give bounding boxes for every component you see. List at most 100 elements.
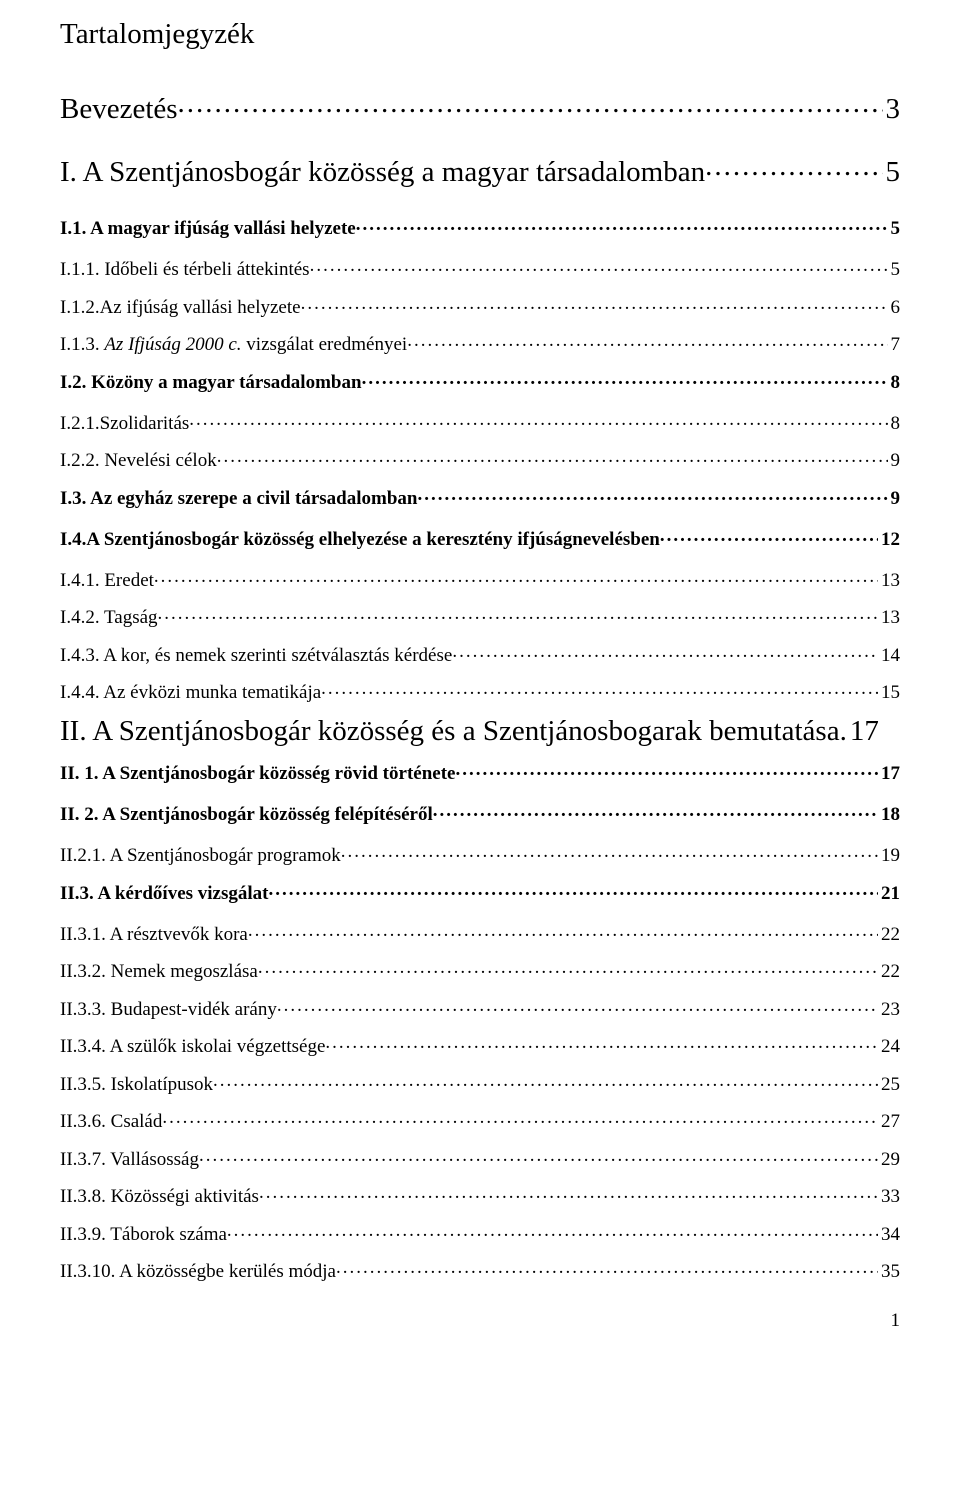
toc-body: Bevezetés3I. A Szentjánosbogár közösség … [60, 89, 900, 1281]
toc-entry: I.1.1. Időbeli és térbeli áttekintés 5 [60, 256, 900, 279]
dot-leader [248, 921, 878, 940]
toc-entry: II. 2. A Szentjánosbogár közösség felépí… [60, 801, 900, 824]
toc-entry: II.3.4. A szülők iskolai végzettsége 24 [60, 1033, 900, 1056]
toc-entry: I.4.1. Eredet 13 [60, 567, 900, 590]
dot-leader [217, 447, 888, 466]
toc-entry-page: 34 [878, 1225, 900, 1244]
dot-leader [310, 256, 888, 275]
dot-leader [154, 567, 878, 586]
toc-entry-page: 29 [878, 1150, 900, 1169]
toc-entry-label: I.4.4. Az évközi munka tematikája [60, 683, 321, 702]
dot-leader [213, 1071, 878, 1090]
toc-entry: I.1.3. Az Ifjúság 2000 c. vizsgálat ered… [60, 331, 900, 354]
toc-entry-label: I.2.1.Szolidaritás [60, 414, 189, 433]
toc-entry-label: II.3.3. Budapest-vidék arány [60, 1000, 277, 1019]
toc-entry-label: I.4.3. A kor, és nemek szerinti szétvála… [60, 646, 452, 665]
dot-leader [178, 89, 883, 118]
dot-leader [417, 485, 887, 504]
dot-leader [158, 604, 878, 623]
toc-entry: I.1. A magyar ifjúság vallási helyzete 5 [60, 215, 900, 238]
toc-entry-label: II.3.2. Nemek megoszlása [60, 962, 258, 981]
dot-leader [356, 215, 888, 234]
toc-entry-page: 5 [888, 219, 901, 238]
toc-entry-page: 7 [888, 335, 901, 354]
toc-entry-page: 17 [878, 764, 900, 783]
toc-entry-label: I.2.2. Nevelési célok [60, 451, 217, 470]
toc-entry-page: 25 [878, 1075, 900, 1094]
toc-entry-page: 6 [888, 298, 901, 317]
toc-entry-page: 18 [878, 805, 900, 824]
toc-entry: II.3.9. Táborok száma 34 [60, 1221, 900, 1244]
toc-entry: II.3.1. A résztvevők kora22 [60, 921, 900, 944]
dot-leader [325, 1033, 878, 1052]
toc-entry: II.3. A kérdőíves vizsgálat 21 [60, 880, 900, 903]
toc-title: Tartalomjegyzék [60, 20, 900, 49]
toc-entry: II. A Szentjánosbogár közösség és a Szen… [60, 717, 900, 746]
toc-entry-label: I.1.3. Az Ifjúság 2000 c. vizsgálat ered… [60, 335, 407, 354]
toc-entry: I.2. Közöny a magyar társadalomban8 [60, 369, 900, 392]
toc-entry-page: 8 [888, 414, 901, 433]
dot-leader [336, 1258, 878, 1277]
toc-entry-label: I.1.2.Az ifjúság vallási helyzete [60, 298, 301, 317]
toc-entry: II.3.2. Nemek megoszlása 22 [60, 958, 900, 981]
toc-entry: I.4.3. A kor, és nemek szerinti szétvála… [60, 642, 900, 665]
toc-entry: I.2.1.Szolidaritás 8 [60, 410, 900, 433]
toc-entry-label: I.4.1. Eredet [60, 571, 154, 590]
dot-leader [258, 958, 878, 977]
toc-entry-label: II.2.1. A Szentjánosbogár programok [60, 846, 341, 865]
toc-entry-page: 19 [878, 846, 900, 865]
toc-entry-label: II. A Szentjánosbogár közösség és a Szen… [60, 717, 840, 746]
toc-entry: II.3.7. Vallásosság 29 [60, 1146, 900, 1169]
toc-entry: II.3.6. Család27 [60, 1108, 900, 1131]
toc-separator: . [840, 717, 847, 746]
toc-entry-label: II. 1. A Szentjánosbogár közösség rövid … [60, 764, 455, 783]
toc-entry: I.3. Az egyház szerepe a civil társadalo… [60, 485, 900, 508]
toc-entry-label: II.3.8. Közösségi aktivitás [60, 1187, 259, 1206]
toc-entry-page: 8 [888, 373, 901, 392]
dot-leader [455, 760, 878, 779]
toc-entry-label: Bevezetés [60, 95, 178, 124]
toc-entry-page: 21 [878, 884, 900, 903]
toc-entry: II.3.3. Budapest-vidék arány 23 [60, 996, 900, 1019]
toc-entry: I.4.4. Az évközi munka tematikája 15 [60, 679, 900, 702]
toc-entry-label: I.1.1. Időbeli és térbeli áttekintés [60, 260, 310, 279]
dot-leader [452, 642, 878, 661]
toc-entry-label: II.3.5. Iskolatípusok [60, 1075, 213, 1094]
toc-entry-page: 9 [888, 451, 901, 470]
dot-leader [259, 1183, 878, 1202]
toc-entry-label: I.4.A Szentjánosbogár közösség elhelyezé… [60, 530, 660, 549]
toc-entry-page: 13 [878, 608, 900, 627]
toc-entry-label: II.3.9. Táborok száma [60, 1225, 227, 1244]
toc-entry-page: 14 [878, 646, 900, 665]
dot-leader [227, 1221, 878, 1240]
toc-entry-page: 5 [888, 260, 901, 279]
toc-entry: I.2.2. Nevelési célok 9 [60, 447, 900, 470]
toc-entry-label: II.3. A kérdőíves vizsgálat [60, 884, 268, 903]
dot-leader [189, 410, 887, 429]
toc-entry-page: 13 [878, 571, 900, 590]
toc-entry: I.1.2.Az ifjúság vallási helyzete 6 [60, 294, 900, 317]
toc-entry-page: 22 [878, 962, 900, 981]
toc-entry-label: I.3. Az egyház szerepe a civil társadalo… [60, 489, 417, 508]
toc-entry-page: 23 [878, 1000, 900, 1019]
toc-entry-page: 3 [883, 95, 901, 124]
toc-entry: Bevezetés 3 [60, 89, 900, 124]
dot-leader [199, 1146, 878, 1165]
toc-entry-page: 15 [878, 683, 900, 702]
toc-entry-label: II.3.10. A közösségbe kerülés módja [60, 1262, 336, 1281]
dot-leader [660, 526, 878, 545]
dot-leader [433, 801, 878, 820]
italic-text: Az Ifjúság 2000 c. [104, 334, 241, 355]
toc-entry-page: 22 [878, 925, 900, 944]
toc-entry-page: 24 [878, 1037, 900, 1056]
toc-entry-page: 12 [878, 530, 900, 549]
toc-entry-label: II.3.6. Család [60, 1112, 162, 1131]
toc-entry-label: II.3.7. Vallásosság [60, 1150, 199, 1169]
toc-entry-label: I.1. A magyar ifjúság vallási helyzete [60, 219, 356, 238]
page-number: 1 [60, 1311, 900, 1330]
toc-entry-page: 35 [878, 1262, 900, 1281]
toc-entry-label: II.3.4. A szülők iskolai végzettsége [60, 1037, 325, 1056]
dot-leader [162, 1108, 878, 1127]
dot-leader [277, 996, 878, 1015]
toc-entry-page: 9 [888, 489, 901, 508]
